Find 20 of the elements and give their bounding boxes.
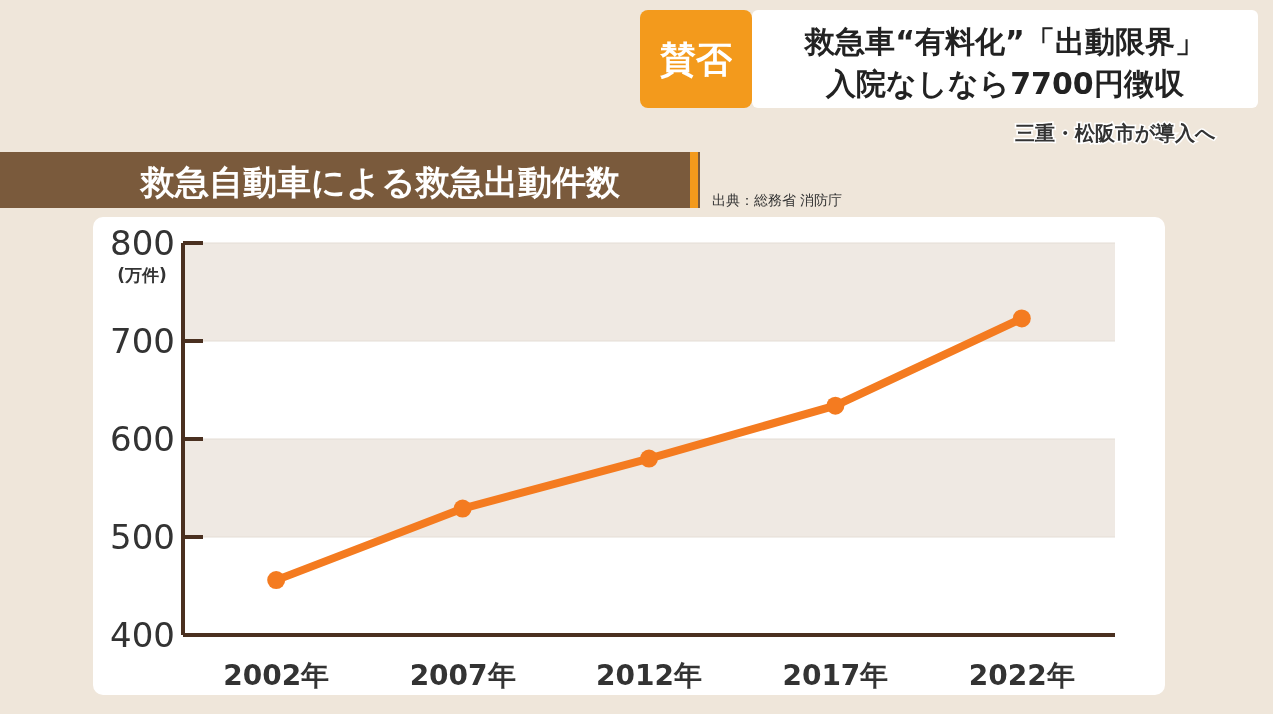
x-tick-label: 2022年: [968, 659, 1075, 692]
chart-title: 救急自動車による救急出動件数: [138, 162, 621, 202]
source-note: 出典：総務省 消防庁: [712, 192, 843, 208]
y-tick-label: 600: [110, 419, 175, 459]
point: [267, 571, 286, 590]
y-tick-label: 800: [110, 223, 175, 263]
y-tick-label: 500: [110, 517, 175, 557]
point: [453, 499, 472, 518]
point: [1012, 309, 1031, 328]
y-axis-title: (万件): [117, 265, 167, 285]
x-tick-label: 2017年: [782, 659, 889, 692]
text: 三重・松阪市が導入へ: [1015, 121, 1216, 145]
headline: 賛否 救急車“有料化”「出動限界」 入院なしなら7700円徴収: [640, 10, 1258, 108]
x-tick-label: 2007年: [409, 659, 516, 692]
point: [826, 396, 845, 415]
x-tick-label: 2002年: [223, 659, 330, 692]
point: [640, 449, 658, 468]
y-tick-label: 400: [110, 615, 175, 655]
x-tick-label: 2012年: [596, 659, 702, 692]
y-tick-label: 700: [110, 321, 175, 361]
